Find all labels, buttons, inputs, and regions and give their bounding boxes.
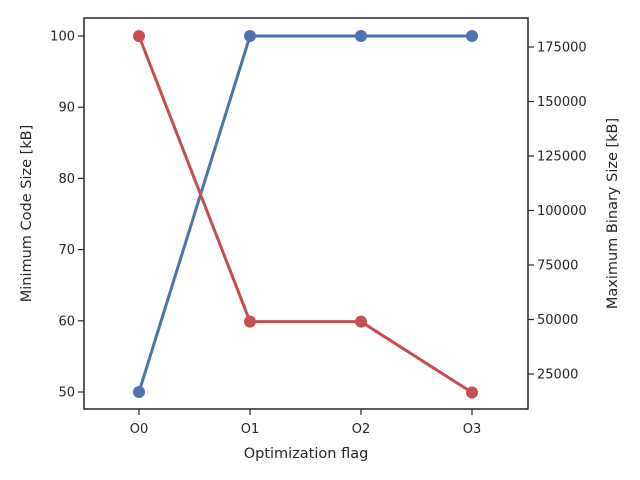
right-tick-label: 25000 [537,368,578,383]
x-tick-label: O1 [241,422,260,437]
x-axis-title: Optimization flag [244,446,369,462]
right-tick-label: 100000 [537,204,587,219]
left-tick-label: 90 [58,101,75,116]
x-tick-label: O2 [352,422,371,437]
data-point-right [355,315,367,328]
left-tick-label: 80 [58,172,75,187]
left-tick-label: 100 [50,30,75,45]
data-point-right [133,30,145,43]
right-tick-label: 175000 [537,41,587,56]
left-axis-title: Minimum Code Size [kB] [19,125,35,303]
plot-series [133,30,478,399]
data-point-left [244,30,256,42]
data-point-right [466,386,478,399]
right-axis-title: Maximum Binary Size [kB] [605,118,621,309]
left-y-axis: 50 60 70 80 90 100 [50,30,84,401]
right-tick-label: 75000 [537,259,578,274]
data-point-right [244,315,256,328]
data-point-left [133,386,145,398]
series-line-left [137,34,474,394]
left-tick-label: 70 [58,243,75,258]
right-tick-label: 50000 [537,313,578,328]
right-y-axis: 25000 50000 75000 100000 125000 150000 175000 [528,41,587,383]
x-tick-label: O3 [463,422,482,437]
right-tick-label: 125000 [537,150,587,165]
plot-frame [83,17,529,410]
data-point-left [466,30,478,42]
data-point-left [355,30,367,42]
x-axis: O0 O1 O2 O3 [130,409,482,437]
left-tick-label: 60 [58,314,75,329]
x-tick-label: O0 [130,422,149,437]
right-tick-label: 150000 [537,95,587,110]
series-line-right [137,34,474,395]
left-tick-label: 50 [58,386,75,401]
